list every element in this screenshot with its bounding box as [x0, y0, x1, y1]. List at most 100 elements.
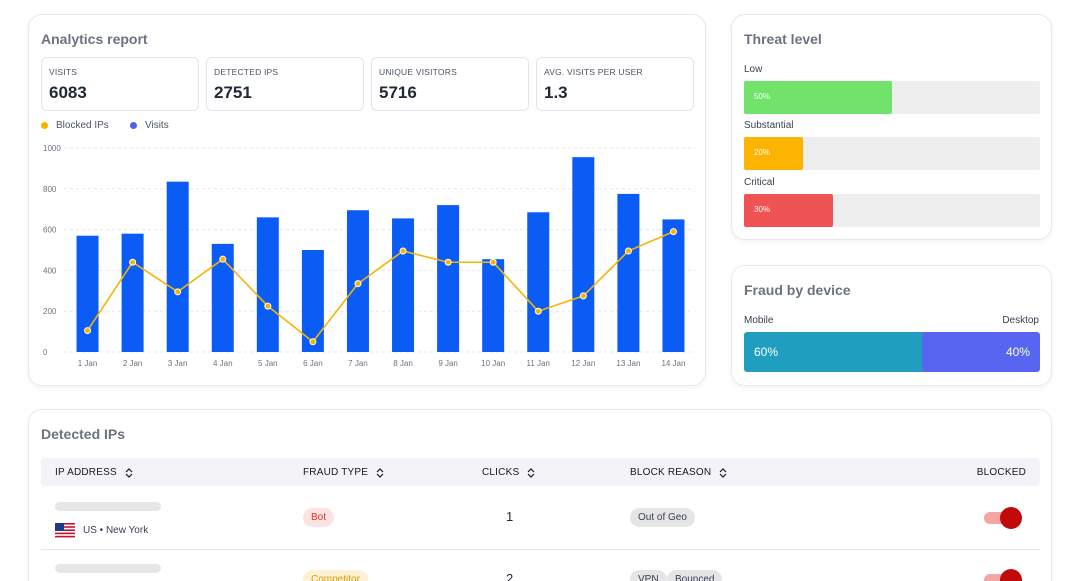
stat-value: 6083 [49, 83, 87, 102]
stat-detected-ips: DETECTED IPS 2751 [206, 57, 364, 111]
column-block-reason[interactable]: BLOCK REASON [630, 467, 727, 478]
bar-visits [121, 233, 144, 352]
threat-fill-low: 50% [744, 81, 892, 114]
block-reason-badge: Bounced [667, 570, 723, 581]
stat-avg-visits: AVG. VISITS PER USER 1.3 [536, 57, 694, 111]
sort-icon[interactable] [376, 467, 384, 478]
bar-visits [527, 212, 550, 352]
clicks-value: 2 [506, 571, 514, 581]
bar-visits [301, 250, 324, 352]
x-tick-label: 14 Jan [661, 359, 685, 368]
stat-visits: VISITS 6083 [41, 57, 199, 111]
stat-value: 5716 [379, 83, 417, 102]
bar-visits [166, 181, 189, 352]
x-tick-label: 13 Jan [616, 359, 640, 368]
bar-visits [572, 157, 595, 352]
threat-pct: 50% [754, 92, 771, 101]
threat-fill-substantial: 20% [744, 137, 804, 170]
stat-label: VISITS [49, 67, 78, 77]
point-blocked-ips [444, 258, 452, 266]
sort-icon[interactable] [125, 467, 133, 478]
legend-dot-icon [130, 122, 137, 129]
fraud-type-badge: Competitor [303, 570, 368, 581]
x-tick-label: 6 Jan [303, 359, 323, 368]
y-tick-label: 1000 [43, 144, 61, 153]
bar-visits [662, 219, 685, 352]
point-blocked-ips [399, 247, 407, 255]
threat-title: Threat level [744, 31, 822, 47]
legend-blocked-ips[interactable]: Blocked IPs [41, 120, 109, 131]
column-label: BLOCK REASON [630, 467, 712, 478]
blocked-toggle[interactable] [984, 507, 1022, 529]
fraud-pct-desktop: 40% [1005, 345, 1030, 359]
column-label: CLICKS [482, 467, 520, 478]
threat-label-low: Low [744, 64, 763, 75]
bar-visits [76, 235, 99, 352]
column-label: BLOCKED [976, 467, 1026, 478]
bar-visits [211, 243, 234, 352]
us-flag-icon [55, 523, 75, 538]
ips-title: Detected IPs [41, 426, 126, 442]
visits-chart: 0 200 400 600 800 1000 1 Jan 2 Jan 3 Jan 4 Jan 5 J… [43, 144, 695, 368]
fraud-segment-mobile: 60% [744, 332, 922, 372]
threat-label-critical: Critical [744, 177, 775, 188]
column-label: IP ADDRESS [55, 467, 117, 478]
block-reason-badge: VPN [630, 570, 667, 581]
column-ip-address[interactable]: IP ADDRESS [55, 467, 133, 478]
legend-visits[interactable]: Visits [130, 120, 169, 131]
x-tick-label: 9 Jan [438, 359, 458, 368]
threat-bar-critical: 30% [744, 194, 1040, 227]
point-blocked-ips [309, 338, 317, 346]
fraud-segment-desktop: 40% [921, 332, 1040, 372]
point-blocked-ips [129, 258, 137, 266]
point-blocked-ips [264, 302, 272, 310]
toggle-knob [1000, 507, 1022, 529]
column-fraud-type[interactable]: FRAUD TYPE [303, 467, 384, 478]
x-tick-label: 5 Jan [258, 359, 278, 368]
y-tick-label: 0 [43, 348, 48, 357]
location-label: US • New York [83, 525, 149, 536]
stat-label: DETECTED IPS [214, 67, 279, 77]
fraud-label-desktop: Desktop [1002, 315, 1039, 326]
x-tick-label: 10 Jan [481, 359, 505, 368]
x-tick-label: 1 Jan [78, 359, 98, 368]
point-blocked-ips [534, 307, 542, 315]
blocked-toggle[interactable] [984, 569, 1022, 581]
fraud-label-mobile: Mobile [744, 315, 774, 326]
point-blocked-ips [669, 228, 677, 236]
bar-visits [437, 205, 460, 352]
bar-visits [256, 217, 279, 352]
line-blocked-ips [86, 230, 674, 343]
x-tick-label: 12 Jan [571, 359, 595, 368]
threat-bar-substantial: 20% [744, 137, 1040, 170]
point-blocked-ips [84, 327, 92, 335]
sort-icon[interactable] [527, 467, 535, 478]
x-tick-label: 11 Jan [527, 359, 550, 368]
x-tick-label: 8 Jan [393, 359, 413, 368]
ip-address-redacted [55, 502, 161, 511]
y-tick-label: 200 [43, 307, 57, 316]
sort-icon[interactable] [719, 467, 727, 478]
x-tick-label: 7 Jan [348, 359, 368, 368]
toggle-knob [1000, 569, 1022, 581]
stat-unique-visitors: UNIQUE VISITORS 5716 [371, 57, 529, 111]
column-clicks[interactable]: CLICKS [482, 467, 535, 478]
x-tick-label: 3 Jan [168, 359, 188, 368]
threat-pct: 30% [754, 205, 771, 214]
threat-level-card: Threat level Low 50% Substantial 20% Cri… [731, 14, 1052, 240]
x-tick-label: 2 Jan [123, 359, 143, 368]
block-reason-badge: Out of Geo [630, 508, 695, 527]
point-blocked-ips [624, 247, 632, 255]
fraud-title: Fraud by device [744, 282, 851, 298]
table-row: Competitor 2 VPN Bounced [41, 550, 1040, 581]
y-tick-label: 600 [43, 226, 57, 235]
x-tick-label: 4 Jan [213, 359, 233, 368]
bar-visits [617, 193, 640, 352]
stat-value: 1.3 [544, 83, 568, 102]
legend-label: Visits [145, 120, 169, 131]
analytics-report-card: Analytics report VISITS 6083 DETECTED IP… [28, 14, 706, 386]
row-divider [41, 549, 1040, 550]
fraud-pct-mobile: 60% [754, 345, 779, 359]
point-blocked-ips [219, 255, 227, 263]
bar-visits [392, 218, 415, 352]
